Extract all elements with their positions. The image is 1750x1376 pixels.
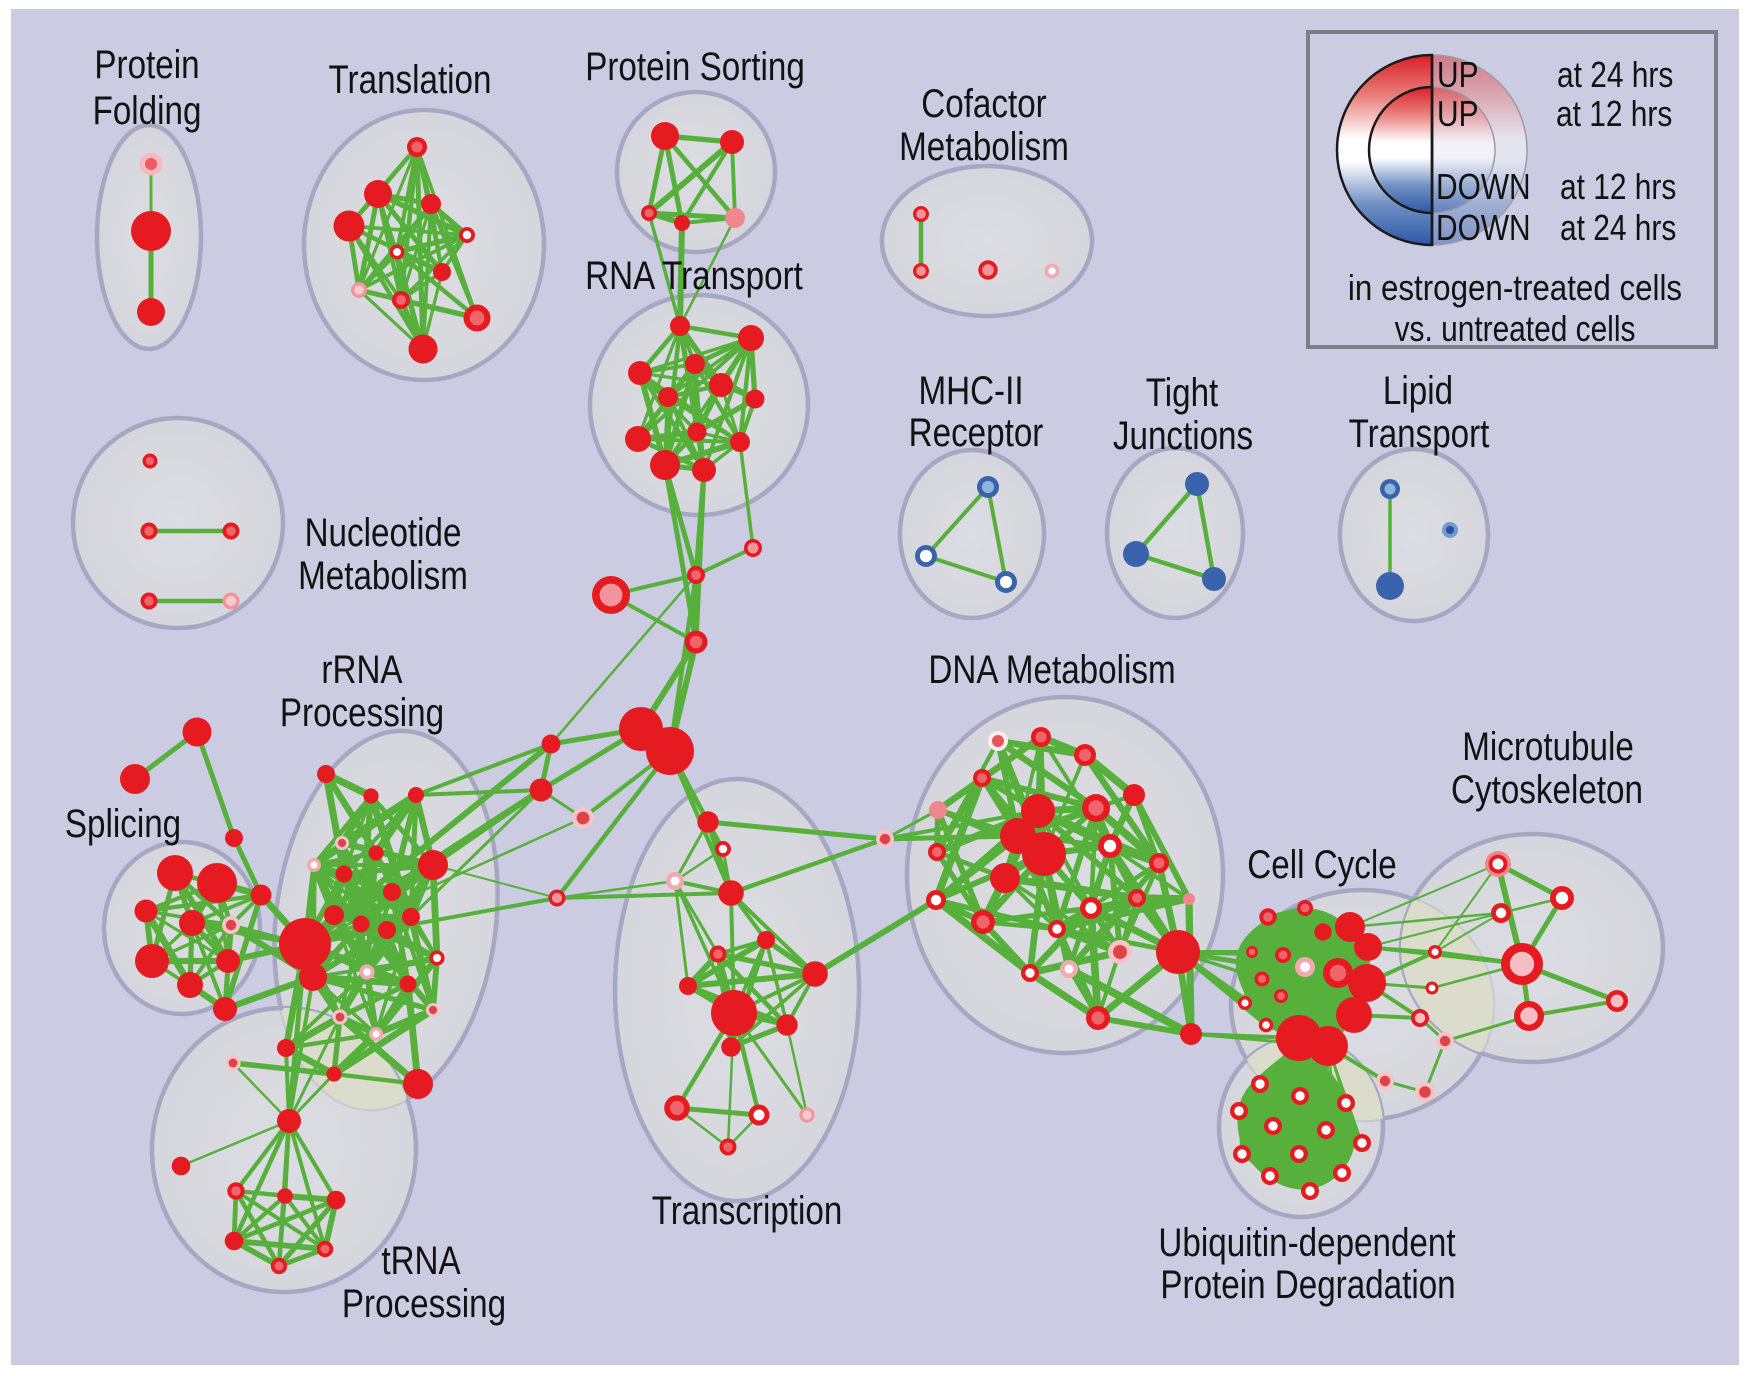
svg-text:at 24 hrs: at 24 hrs [1557, 55, 1673, 95]
svg-text:DNA Metabolism: DNA Metabolism [928, 647, 1175, 692]
svg-text:Microtubule: Microtubule [1462, 724, 1634, 769]
svg-text:Processing: Processing [342, 1281, 506, 1326]
svg-text:Protein: Protein [94, 42, 199, 87]
svg-text:at 12 hrs: at 12 hrs [1556, 94, 1672, 134]
svg-text:Lipid: Lipid [1383, 368, 1453, 413]
svg-text:Cytoskeleton: Cytoskeleton [1451, 767, 1643, 812]
svg-text:UP: UP [1437, 55, 1479, 95]
svg-text:rRNA: rRNA [321, 647, 403, 692]
svg-text:Processing: Processing [280, 690, 444, 735]
svg-text:Protein Degradation: Protein Degradation [1160, 1262, 1455, 1307]
svg-text:Ubiquitin-dependent: Ubiquitin-dependent [1158, 1220, 1455, 1265]
svg-text:Translation: Translation [329, 57, 492, 102]
svg-text:Metabolism: Metabolism [899, 124, 1069, 169]
svg-text:tRNA: tRNA [381, 1238, 461, 1283]
svg-text:Cofactor: Cofactor [921, 81, 1046, 126]
svg-text:RNA Transport: RNA Transport [585, 253, 803, 298]
svg-text:Transport: Transport [1349, 411, 1490, 456]
svg-text:Tight: Tight [1146, 370, 1219, 415]
svg-text:Junctions: Junctions [1113, 413, 1253, 458]
svg-text:in estrogen-treated cells: in estrogen-treated cells [1348, 268, 1682, 309]
svg-text:Transcription: Transcription [652, 1188, 843, 1233]
svg-text:Cell Cycle: Cell Cycle [1247, 842, 1396, 887]
svg-text:Splicing: Splicing [65, 801, 181, 846]
svg-text:UP: UP [1437, 94, 1479, 134]
svg-text:Metabolism: Metabolism [298, 553, 468, 598]
svg-text:DOWN: DOWN [1436, 208, 1531, 248]
svg-text:Folding: Folding [93, 88, 202, 133]
svg-text:at 24 hrs: at 24 hrs [1560, 208, 1676, 248]
svg-text:at 12 hrs: at 12 hrs [1560, 167, 1676, 207]
svg-text:MHC-II: MHC-II [918, 368, 1023, 413]
svg-text:vs. untreated cells: vs. untreated cells [1395, 309, 1636, 349]
svg-text:Receptor: Receptor [909, 410, 1044, 455]
svg-text:Protein Sorting: Protein Sorting [585, 44, 805, 89]
svg-text:Nucleotide: Nucleotide [305, 510, 462, 555]
svg-text:DOWN: DOWN [1436, 167, 1531, 207]
